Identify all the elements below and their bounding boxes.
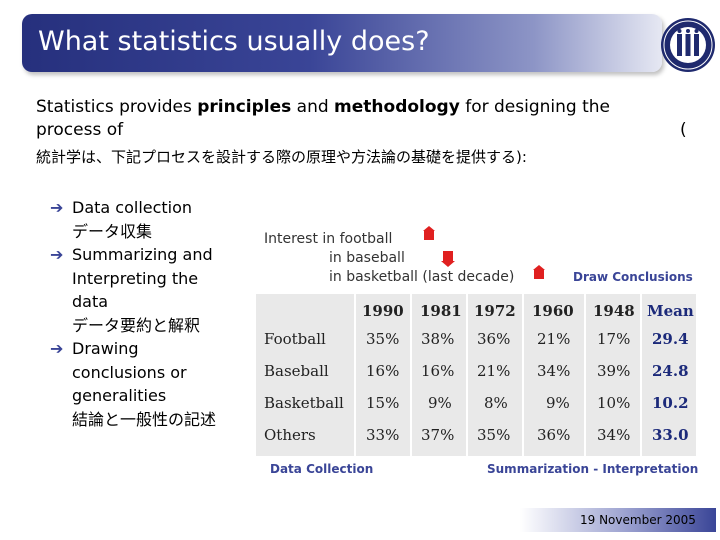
data-collection-label: Data Collection <box>270 462 374 476</box>
column-header: 1990 <box>362 302 404 320</box>
mean-cell: 29.4 <box>652 330 689 348</box>
table-divider <box>584 294 586 456</box>
column-header: 1960 <box>532 302 574 320</box>
bullet-ja: データ収集 <box>72 221 153 241</box>
column-header: 1948 <box>593 302 635 320</box>
table-cell: 36% <box>537 426 571 444</box>
table-cell: 9% <box>546 394 570 412</box>
down-arrow-flag-icon <box>441 251 455 267</box>
mean-cell: 33.0 <box>652 426 689 444</box>
slide-title: What statistics usually does? <box>38 26 430 57</box>
summarization-label: Summarization - Interpretation <box>487 462 699 476</box>
footer-bar <box>520 508 716 532</box>
legend-row-label: in baseball <box>329 250 405 266</box>
intro-bold-principles: principles <box>197 97 292 117</box>
table-divider <box>466 294 468 456</box>
bullet-data-collection: ➔ Data collection データ収集 <box>50 196 235 243</box>
arrow-bullet-icon: ➔ <box>50 339 64 358</box>
table-cell: 16% <box>421 362 455 380</box>
table-cell: 34% <box>597 426 631 444</box>
bullet-drawing-conclusions: ➔ Drawing conclusions or generalities 結論… <box>50 337 235 431</box>
bullet-en: Data collection <box>72 198 193 217</box>
legend-row-label: in football <box>322 231 393 247</box>
table-divider <box>522 294 524 456</box>
table-cell: 39% <box>597 362 631 380</box>
legend-row-label: in basketball (last decade) <box>329 269 515 285</box>
table-cell: 37% <box>421 426 455 444</box>
bullet-summarizing: ➔ Summarizing and Interpreting the data … <box>50 243 235 337</box>
interest-table: 1990 1981 1972 1960 1948 Mean Football 3… <box>256 294 696 456</box>
table-cell: 33% <box>366 426 400 444</box>
table-cell: 8% <box>484 394 508 412</box>
draw-conclusions-label: Draw Conclusions <box>573 270 693 284</box>
table-cell: 21% <box>537 330 571 348</box>
legend-row-football: Interest in football <box>264 230 514 249</box>
table-cell: 17% <box>597 330 631 348</box>
row-label: Baseball <box>264 362 329 380</box>
column-header-mean: Mean <box>647 302 694 320</box>
table-cell: 9% <box>428 394 452 412</box>
table-cell: 10% <box>597 394 631 412</box>
bullet-en: Drawing conclusions or generalities <box>72 339 187 405</box>
table-cell: 36% <box>477 330 511 348</box>
legend-row-baseball: in baseball <box>264 249 514 268</box>
interest-legend: Interest in football in baseball in bask… <box>264 230 514 287</box>
mean-cell: 24.8 <box>652 362 689 380</box>
table-cell: 21% <box>477 362 511 380</box>
row-label: Basketball <box>264 394 344 412</box>
table-divider <box>410 294 412 456</box>
table-cell: 35% <box>366 330 400 348</box>
table-divider <box>354 294 356 456</box>
footer-date: 19 November 2005 <box>580 513 696 527</box>
table-cell: 38% <box>421 330 455 348</box>
intro-paren: ( <box>680 120 687 140</box>
row-label: Football <box>264 330 326 348</box>
row-label: Others <box>264 426 316 444</box>
title-bar: What statistics usually does? <box>22 14 662 72</box>
up-arrow-flag-icon <box>533 265 545 279</box>
table-cell: 16% <box>366 362 400 380</box>
legend-interest-label: Interest <box>264 231 318 247</box>
table-cell: 15% <box>366 394 400 412</box>
intro-text-2: and <box>291 97 335 117</box>
table-divider <box>640 294 642 456</box>
legend-row-basketball: in basketball (last decade) <box>264 268 514 287</box>
intro-japanese: 統計学は、下記プロセスを設計する際の原理や方法論の基礎を提供する): <box>36 148 527 166</box>
bullet-ja: 結論と一般性の記述 <box>72 409 217 429</box>
mean-cell: 10.2 <box>652 394 689 412</box>
intro-text-1: Statistics provides <box>36 97 198 117</box>
bullet-list: ➔ Data collection データ収集 ➔ Summarizing an… <box>50 196 235 431</box>
up-arrow-flag-icon <box>423 226 435 240</box>
table-cell: 34% <box>537 362 571 380</box>
university-seal-icon <box>661 18 715 72</box>
intro-bold-methodology: methodology <box>334 97 460 117</box>
arrow-bullet-icon: ➔ <box>50 198 64 217</box>
column-header: 1972 <box>474 302 516 320</box>
intro-text-3: for designing the process of <box>36 97 610 140</box>
table-cell: 35% <box>477 426 511 444</box>
intro-paragraph: Statistics provides principles and metho… <box>36 96 656 142</box>
column-header: 1981 <box>420 302 462 320</box>
bullet-en: Summarizing and Interpreting the data <box>72 245 213 311</box>
arrow-bullet-icon: ➔ <box>50 245 64 264</box>
bullet-ja: データ要約と解釈 <box>72 315 201 335</box>
